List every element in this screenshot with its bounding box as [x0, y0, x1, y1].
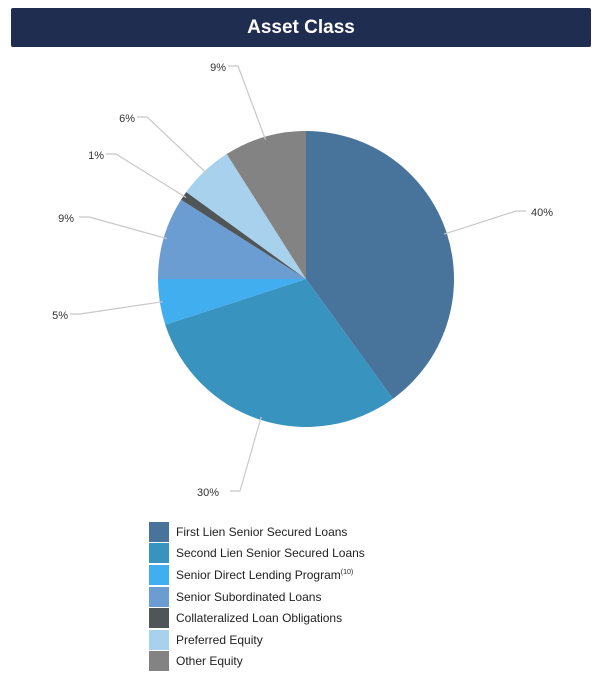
leader-line	[443, 210, 526, 235]
pie-slice-second-lien-senior-secured-loans	[165, 279, 393, 428]
legend-label: Preferred Equity	[176, 632, 263, 647]
pie-chart: 40% 30% 5% 9% 1% 6% 9%	[52, 62, 553, 499]
leader-line	[106, 153, 187, 198]
pie-slice-collateralized-loan-obligations	[181, 192, 306, 279]
legend-item: First Lien Senior Secured Loans	[149, 521, 365, 543]
legend-label: First Lien Senior Secured Loans	[176, 524, 348, 539]
legend-swatch	[149, 564, 169, 585]
chart-title: Asset Class	[247, 16, 355, 38]
data-label: 30%	[197, 487, 219, 499]
pie-slice-first-lien-senior-secured-loans	[306, 131, 455, 399]
legend-label: Other Equity	[176, 654, 243, 669]
data-label: 5%	[52, 310, 68, 322]
legend-label: Second Lien Senior Secured Loans	[176, 546, 365, 561]
legend-item: Collateralized Loan Obligations	[149, 607, 365, 629]
leader-line	[137, 116, 208, 174]
legend-swatch	[149, 586, 169, 607]
legend-item: Other Equity	[149, 651, 365, 673]
legend-footnote-ref: (10)	[340, 568, 354, 576]
pie-slice-senior-subordinated-loans	[158, 199, 306, 279]
data-label: 40%	[531, 207, 553, 219]
legend-item: Senior Subordinated Loans	[149, 586, 365, 608]
legend-label: Senior Direct Lending Program(10)	[176, 567, 354, 582]
pie-slice-other-equity	[226, 131, 306, 279]
pie-slice-preferred-equity	[186, 154, 306, 279]
leader-line	[228, 65, 267, 140]
chart-title-bar: Asset Class	[11, 8, 591, 47]
data-label: 9%	[58, 213, 74, 225]
leader-lines	[70, 65, 526, 492]
legend-item: Second Lien Senior Secured Loans	[149, 543, 365, 565]
pie-slice-senior-direct-lending-program	[158, 279, 306, 325]
legend: First Lien Senior Secured Loans Second Li…	[149, 521, 365, 672]
data-label: 9%	[210, 62, 226, 74]
legend-swatch	[149, 521, 169, 542]
legend-swatch	[149, 543, 169, 564]
legend-label: Senior Subordinated Loans	[176, 589, 322, 604]
data-labels: 40% 30% 5% 9% 1% 6% 9%	[52, 62, 553, 499]
leader-line	[79, 216, 167, 240]
leader-line	[230, 416, 262, 492]
legend-item: Preferred Equity	[149, 629, 365, 651]
pie-slices	[158, 131, 455, 428]
data-label: 6%	[119, 113, 135, 125]
legend-swatch	[149, 608, 169, 629]
leader-line	[70, 301, 163, 315]
legend-swatch	[149, 629, 169, 650]
data-label: 1%	[88, 150, 104, 162]
legend-swatch	[149, 651, 169, 672]
legend-item: Senior Direct Lending Program(10)	[149, 564, 365, 586]
legend-label: Collateralized Loan Obligations	[176, 611, 343, 626]
